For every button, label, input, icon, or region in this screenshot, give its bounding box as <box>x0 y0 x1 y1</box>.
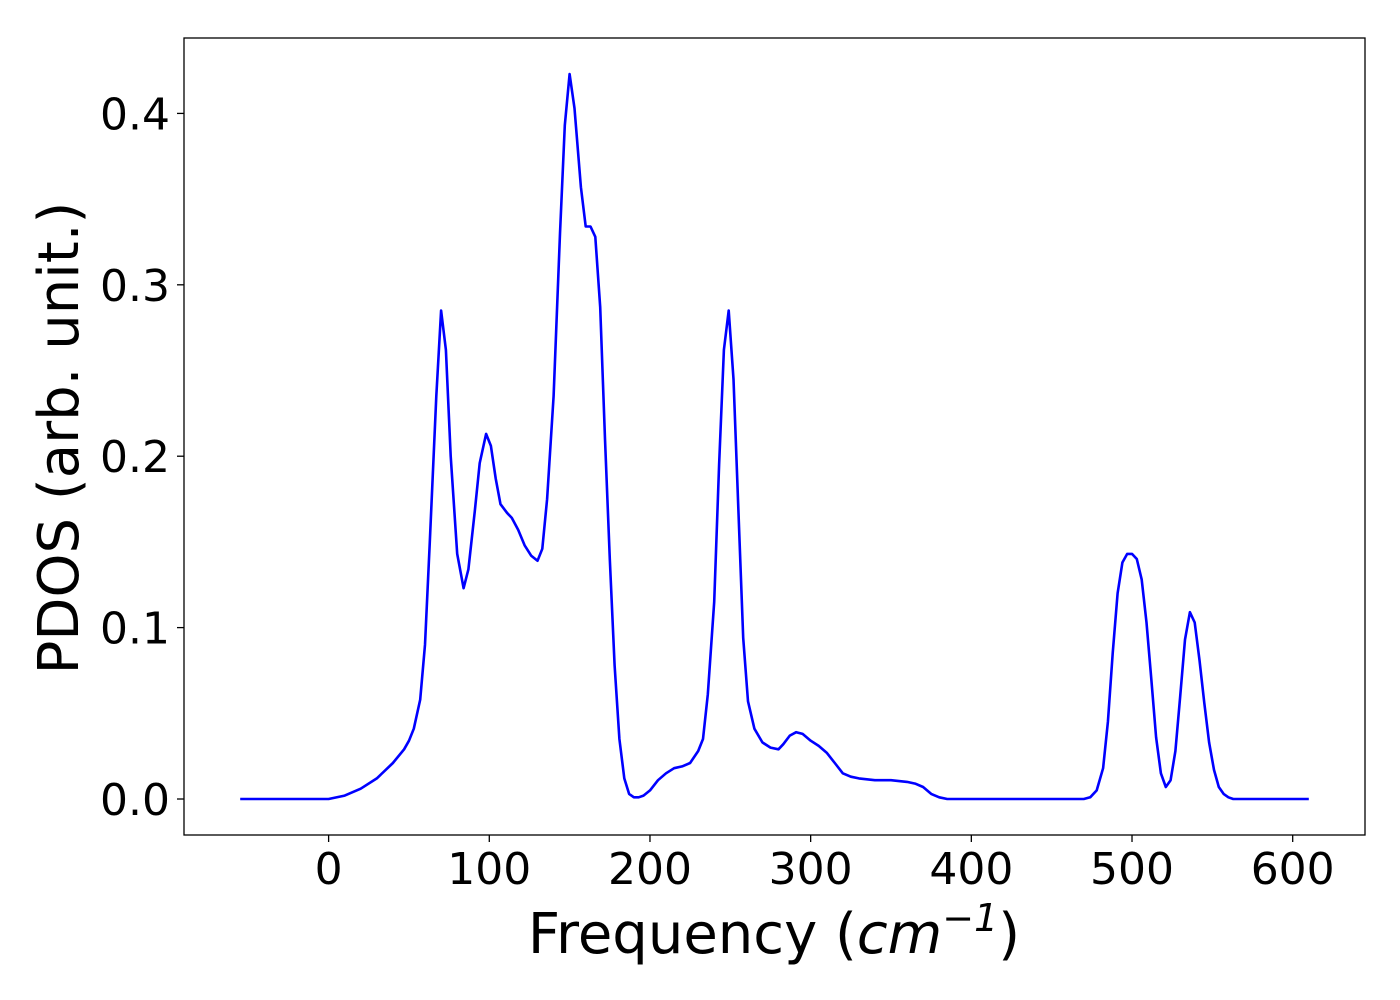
y-tick-label: 0.2 <box>100 432 170 483</box>
plot-area-frame <box>183 37 1366 836</box>
y-axis-ticks: 0.0 0.1 0.2 0.3 0.4 <box>100 89 184 826</box>
y-tick-label: 0.1 <box>100 604 170 655</box>
x-tick-label: 100 <box>447 844 531 895</box>
x-tick-label: 300 <box>769 844 853 895</box>
x-tick-label: 500 <box>1090 844 1174 895</box>
y-axis-label: PDOS (arb. unit.) <box>27 202 92 675</box>
x-tick-label: 600 <box>1251 844 1335 895</box>
x-axis-ticks: 0 100 200 300 400 500 600 <box>315 835 1335 895</box>
pdos-curve <box>240 72 1309 801</box>
y-tick-label: 0.0 <box>100 775 170 826</box>
y-tick-label: 0.4 <box>100 89 170 140</box>
y-tick-label: 0.3 <box>100 261 170 312</box>
x-axis-label: Frequency (cm−1) <box>528 896 1020 967</box>
x-tick-label: 400 <box>929 844 1013 895</box>
x-tick-label: 0 <box>315 844 343 895</box>
x-tick-label: 200 <box>608 844 692 895</box>
